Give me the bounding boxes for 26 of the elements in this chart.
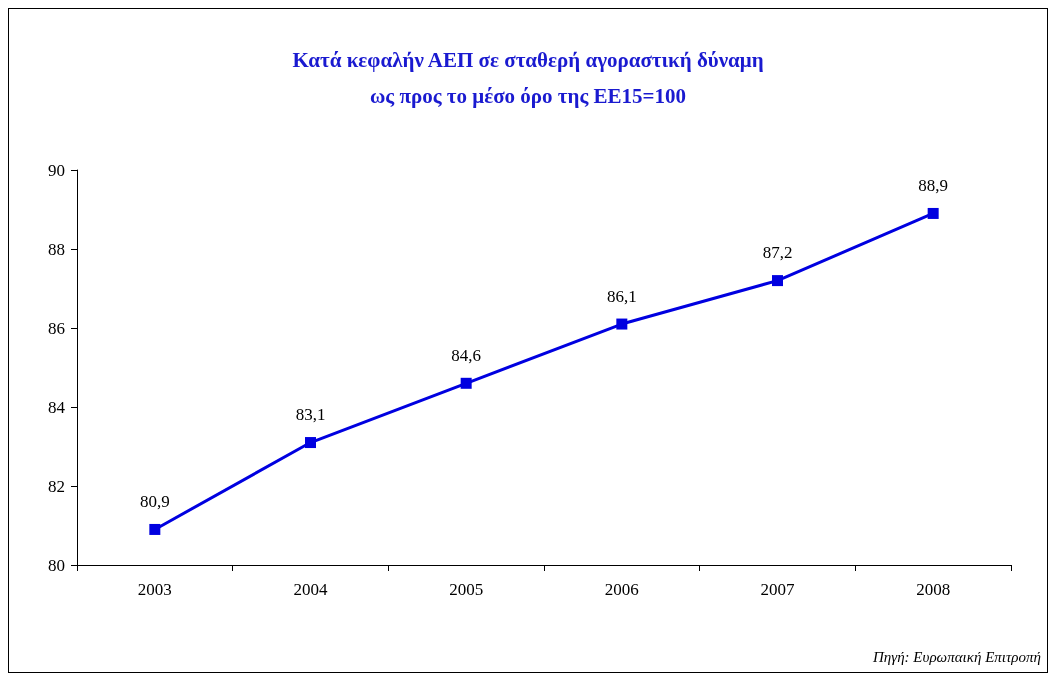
x-tick-label: 2003 — [137, 580, 172, 599]
data-label: 83,1 — [295, 405, 326, 425]
y-tick-label: 80 — [48, 555, 65, 575]
point — [305, 437, 316, 449]
x-tick-label: 2008 — [916, 580, 951, 599]
point — [927, 207, 939, 219]
data-label: 86,1 — [606, 286, 637, 306]
x-tick-label: 2005 — [449, 580, 484, 599]
y-tick-label: 86 — [48, 318, 65, 338]
x-tick-label: 2004 — [293, 580, 328, 599]
data-label: 84,6 — [451, 345, 482, 365]
data-label: 88,9 — [918, 175, 949, 195]
y-tick-label: 82 — [48, 476, 65, 496]
chart-title: Κατά κεφαλήν ΑΕΠ σε σταθερή αγοραστική δύναμη ως προς το μέσο όρο της ΕΕ15=100 — [292, 48, 764, 108]
point — [616, 318, 628, 330]
data-label: 80,9 — [139, 491, 170, 511]
data-label: 87,2 — [762, 243, 793, 263]
y-tick-label: 90 — [48, 160, 65, 180]
y-tick-label: 88 — [48, 239, 65, 259]
x-tick-label: 2006 — [604, 580, 639, 599]
y-tick-label: 84 — [48, 397, 66, 417]
x-tick-label: 2007 — [760, 580, 795, 599]
text: Πηγή: Ευρωπαική Επιτροπή — [871, 648, 1042, 665]
point — [149, 523, 161, 535]
point — [772, 275, 783, 287]
point — [460, 377, 472, 389]
